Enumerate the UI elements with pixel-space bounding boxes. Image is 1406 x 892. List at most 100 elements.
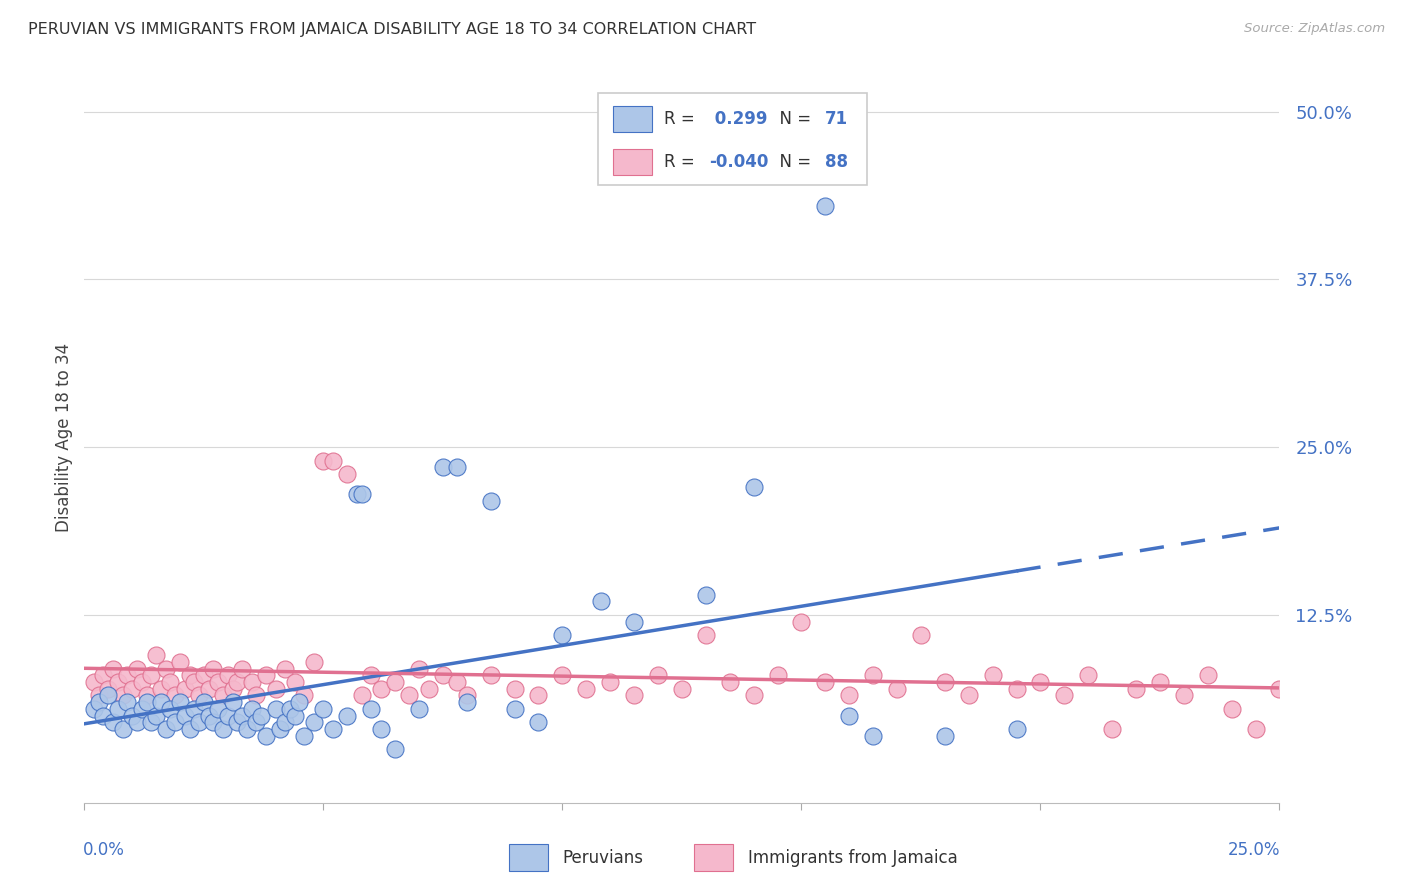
- Text: 0.0%: 0.0%: [83, 841, 125, 859]
- Point: [145, 648, 167, 662]
- Point: [240, 675, 263, 690]
- Point: [183, 675, 205, 690]
- Point: [398, 689, 420, 703]
- Point: [117, 695, 139, 709]
- Point: [202, 662, 225, 676]
- Point: [121, 708, 143, 723]
- Point: [179, 722, 201, 736]
- Point: [647, 668, 669, 682]
- Point: [101, 715, 124, 730]
- Point: [197, 708, 219, 723]
- Point: [173, 681, 195, 696]
- Point: [695, 628, 717, 642]
- Point: [623, 689, 645, 703]
- FancyBboxPatch shape: [613, 149, 652, 175]
- Point: [188, 715, 211, 730]
- Point: [503, 681, 526, 696]
- Y-axis label: Disability Age 18 to 34: Disability Age 18 to 34: [55, 343, 73, 532]
- Point: [217, 668, 239, 682]
- Point: [292, 689, 315, 703]
- Point: [169, 695, 191, 709]
- Point: [446, 460, 468, 475]
- Point: [814, 675, 837, 690]
- Point: [766, 668, 789, 682]
- FancyBboxPatch shape: [599, 94, 868, 185]
- Point: [456, 695, 478, 709]
- Point: [149, 681, 172, 696]
- Point: [107, 702, 129, 716]
- Point: [742, 689, 765, 703]
- Text: 0.299: 0.299: [710, 110, 768, 128]
- Point: [226, 715, 249, 730]
- Point: [165, 689, 187, 703]
- Point: [446, 675, 468, 690]
- Point: [623, 615, 645, 629]
- Point: [131, 702, 153, 716]
- Point: [742, 480, 765, 494]
- Text: 88: 88: [825, 153, 848, 171]
- Point: [107, 675, 129, 690]
- Point: [346, 487, 368, 501]
- Text: R =: R =: [664, 110, 695, 128]
- Point: [589, 594, 612, 608]
- Point: [165, 715, 187, 730]
- Point: [245, 715, 267, 730]
- FancyBboxPatch shape: [509, 845, 548, 871]
- Point: [197, 681, 219, 696]
- Point: [838, 708, 860, 723]
- Point: [695, 588, 717, 602]
- Text: N =: N =: [769, 153, 811, 171]
- Point: [231, 662, 253, 676]
- Point: [302, 715, 325, 730]
- Point: [231, 708, 253, 723]
- Point: [212, 722, 235, 736]
- Point: [862, 668, 884, 682]
- Point: [149, 695, 172, 709]
- Point: [111, 689, 134, 703]
- Point: [193, 668, 215, 682]
- Point: [274, 715, 297, 730]
- Point: [479, 668, 502, 682]
- Point: [981, 668, 1004, 682]
- Text: 25.0%: 25.0%: [1229, 841, 1281, 859]
- Point: [910, 628, 932, 642]
- Point: [432, 668, 454, 682]
- Point: [384, 675, 406, 690]
- Point: [254, 729, 277, 743]
- Point: [1149, 675, 1171, 690]
- Point: [87, 689, 110, 703]
- Point: [312, 702, 335, 716]
- Point: [336, 708, 359, 723]
- Point: [254, 668, 277, 682]
- Point: [155, 722, 177, 736]
- Point: [1005, 681, 1028, 696]
- Point: [250, 708, 273, 723]
- Point: [121, 681, 143, 696]
- Point: [479, 493, 502, 508]
- Point: [370, 722, 392, 736]
- Point: [1005, 722, 1028, 736]
- Point: [360, 702, 382, 716]
- Point: [269, 722, 291, 736]
- Point: [188, 689, 211, 703]
- Point: [1244, 722, 1267, 736]
- Text: -0.040: -0.040: [710, 153, 769, 171]
- Point: [288, 695, 311, 709]
- Point: [101, 662, 124, 676]
- Point: [125, 662, 148, 676]
- Text: Source: ZipAtlas.com: Source: ZipAtlas.com: [1244, 22, 1385, 36]
- Point: [221, 695, 243, 709]
- Point: [93, 708, 115, 723]
- Point: [226, 675, 249, 690]
- Point: [934, 675, 956, 690]
- FancyBboxPatch shape: [613, 106, 652, 132]
- Point: [240, 702, 263, 716]
- Point: [350, 689, 373, 703]
- Point: [302, 655, 325, 669]
- Point: [1125, 681, 1147, 696]
- Point: [1268, 681, 1291, 696]
- Point: [87, 695, 110, 709]
- Point: [360, 668, 382, 682]
- Point: [934, 729, 956, 743]
- Point: [1077, 668, 1099, 682]
